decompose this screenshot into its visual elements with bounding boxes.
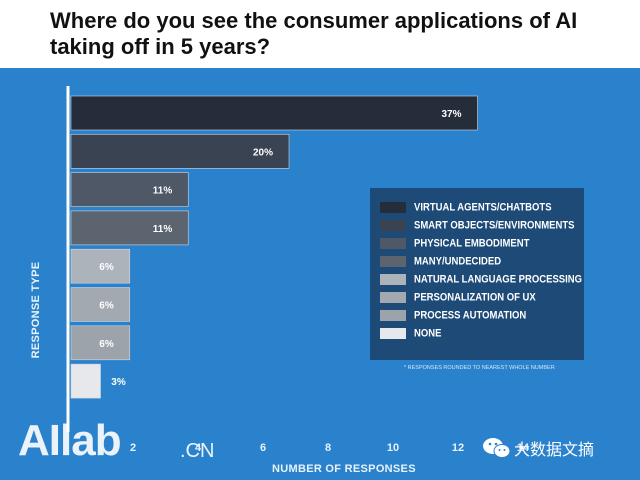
legend-item: PHYSICAL EMBODIMENT [380, 236, 529, 250]
x-tick-label: 12 [452, 442, 464, 454]
legend-swatch [380, 291, 406, 303]
legend-item: VIRTUAL AGENTS/CHATBOTS [380, 200, 552, 214]
legend-swatch [380, 201, 406, 213]
legend-label: NATURAL LANGUAGE PROCESSING [414, 272, 583, 286]
x-tick-label: 6 [260, 442, 266, 454]
legend-item: NONE [380, 326, 441, 340]
legend-label: PERSONALIZATION OF UX [414, 290, 536, 304]
legend-swatch [380, 219, 406, 231]
legend: VIRTUAL AGENTS/CHATBOTS SMART OBJECTS/ENV… [370, 188, 584, 360]
bar-data-label: 6% [99, 339, 114, 350]
footnote: * RESPONSES ROUNDED TO NEAREST WHOLE NUM… [404, 365, 555, 371]
bar [70, 287, 131, 322]
legend-swatch [380, 327, 406, 339]
bar [70, 134, 290, 169]
chart-title: Where do you see the consumer applicatio… [50, 8, 630, 60]
legend-swatch [380, 255, 406, 267]
x-tick-label: 2 [130, 442, 136, 454]
bar [70, 95, 478, 131]
legend-label: MANY/UNDECIDED [414, 254, 502, 268]
legend-item: PERSONALIZATION OF UX [380, 290, 536, 304]
watermark-account: 大数据文摘 [514, 440, 595, 459]
legend-swatch [380, 273, 406, 285]
legend-item: PROCESS AUTOMATION [380, 308, 526, 322]
legend-label: NONE [414, 326, 442, 340]
bar-data-label: 11% [153, 224, 173, 235]
bar-data-label: 37% [441, 109, 461, 120]
bar-data-label: 20% [253, 147, 273, 158]
legend-label: VIRTUAL AGENTS/CHATBOTS [414, 200, 552, 214]
legend-label: PHYSICAL EMBODIMENT [414, 236, 530, 250]
legend-label: SMART OBJECTS/ENVIRONMENTS [414, 218, 575, 232]
legend-swatch [380, 237, 406, 249]
x-axis-label: NUMBER OF RESPONSES [272, 463, 416, 475]
bar [70, 325, 131, 361]
bar [70, 248, 131, 284]
legend-label: PROCESS AUTOMATION [414, 308, 527, 322]
bar-data-label: 11% [153, 186, 173, 197]
x-tick-label: 4 [195, 442, 202, 454]
bar [70, 172, 189, 207]
legend-swatch [380, 309, 406, 321]
bar-data-label: 3% [111, 377, 126, 388]
watermark-brand: AIlab [18, 416, 122, 465]
bar [70, 363, 101, 399]
bar-data-label: 6% [99, 301, 114, 312]
legend-item: SMART OBJECTS/ENVIRONMENTS [380, 218, 574, 232]
title-line-2: taking off in 5 years? [50, 34, 271, 59]
y-axis-label: RESPONSE TYPE [30, 261, 42, 359]
legend-item: NATURAL LANGUAGE PROCESSING [380, 272, 582, 286]
title-line-1: Where do you see the consumer applicatio… [50, 8, 578, 33]
x-tick-label: 14 [517, 442, 530, 454]
wechat-icon [483, 438, 511, 458]
bar-data-label: 6% [99, 262, 114, 273]
x-tick-label: 8 [325, 442, 331, 454]
legend-item: MANY/UNDECIDED [380, 254, 501, 268]
bar [70, 210, 189, 246]
x-tick-label: 10 [387, 442, 399, 454]
watermark-domain: .CN [180, 440, 215, 462]
